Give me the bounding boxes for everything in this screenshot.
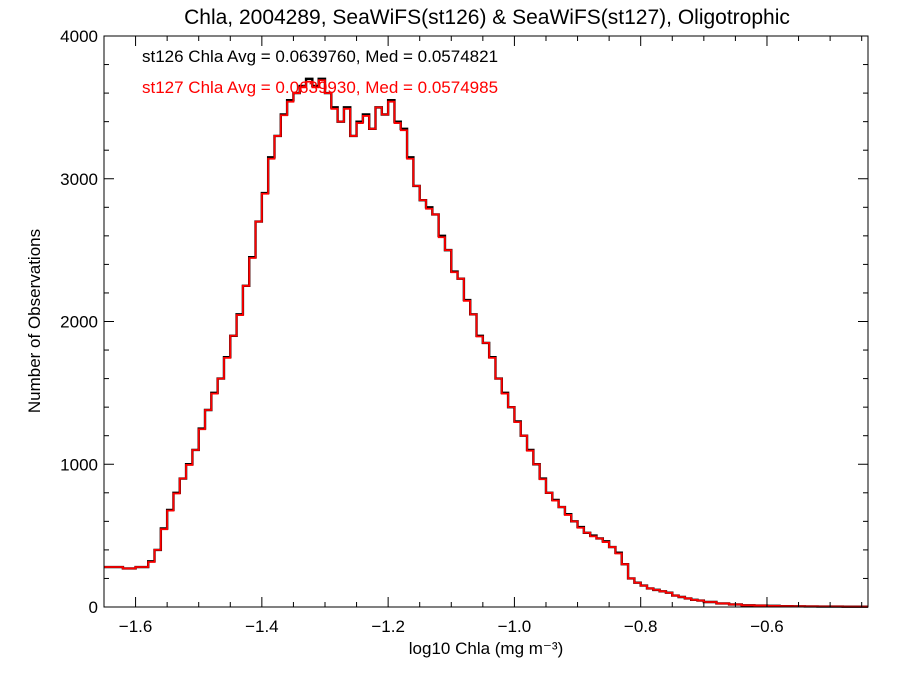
stat-st126: st126 Chla Avg = 0.0639760, Med = 0.0574…	[142, 47, 498, 66]
x-tick-label: −1.6	[119, 617, 153, 636]
y-tick-label: 4000	[60, 27, 98, 46]
x-tick-label: −1.2	[371, 617, 405, 636]
y-tick-label: 0	[89, 598, 98, 617]
x-axis-label: log10 Chla (mg m⁻³)	[409, 639, 563, 658]
x-tick-label: −0.8	[624, 617, 658, 636]
series-line-2	[104, 79, 868, 608]
y-tick-label: 1000	[60, 455, 98, 474]
y-tick-label: 2000	[60, 313, 98, 332]
y-axis-label: Number of Observations	[25, 229, 44, 413]
x-tick-label: −1.4	[245, 617, 279, 636]
chart-title: Chla, 2004289, SeaWiFS(st126) & SeaWiFS(…	[184, 6, 790, 29]
x-tick-label: −1.0	[498, 617, 532, 636]
x-tick-label: −0.6	[750, 617, 784, 636]
ticks-layer: −1.6 −1.4 −1.2 −1.0 −0.8 −0.6 0 1000 2000 3000 400…	[60, 27, 868, 636]
series-layer	[104, 77, 868, 608]
stat-st127: st127 Chla Avg = 0.0639930, Med = 0.0574…	[142, 78, 498, 97]
y-tick-label: 3000	[60, 170, 98, 189]
plot-frame	[103, 35, 869, 608]
